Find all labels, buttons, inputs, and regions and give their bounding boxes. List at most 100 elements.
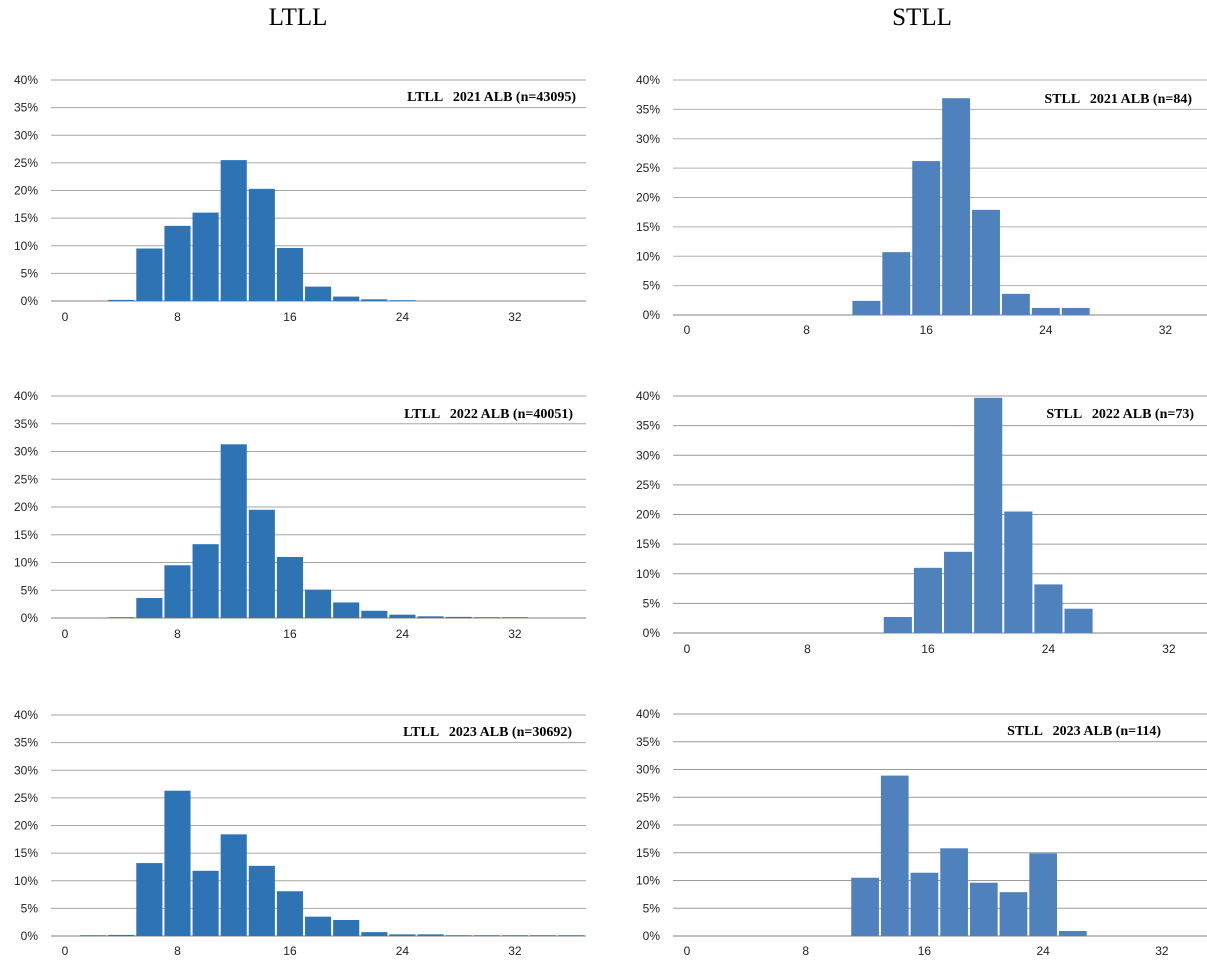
y-tick-label: 40%	[636, 389, 660, 403]
bar	[417, 934, 444, 936]
y-tick-label: 10%	[14, 556, 38, 570]
stll-2022-chart: 0% 5% 10% 15% 20% 25% 30% 35% 40% 0 8 16 24 32 STLL 20…	[636, 389, 1207, 656]
x-tick-label: 16	[283, 310, 297, 324]
bar	[1031, 307, 1060, 315]
x-tick-label: 8	[174, 310, 181, 324]
x-tick-label: 8	[802, 944, 809, 958]
y-tick-label: 30%	[14, 445, 38, 459]
x-tick-label: 16	[283, 944, 297, 958]
x-tick-label: 16	[921, 642, 935, 656]
bar	[164, 565, 191, 618]
bar	[1059, 931, 1087, 936]
x-tick-label: 24	[396, 627, 410, 641]
y-tick-label: 20%	[636, 191, 660, 205]
chart-title: LTLL 2022 ALB (n=40051)	[404, 407, 573, 422]
y-tick-label: 0%	[21, 611, 39, 625]
y-tick-label: 40%	[636, 73, 660, 87]
ltll-2023-chart: 0% 5% 10% 15% 20% 25% 30% 35% 40% 0 8 16 24 32 LTLL 20…	[14, 708, 586, 958]
x-tick-label: 0	[684, 944, 691, 958]
stll-2023-chart: 0% 5% 10% 15% 20% 25% 30% 35% 40% 0 8 16 24 32 STLL 20…	[636, 707, 1207, 958]
bar	[164, 790, 191, 936]
y-tick-label: 15%	[636, 846, 660, 860]
chart-title: STLL 2021 ALB (n=84)	[1044, 92, 1192, 107]
bar	[333, 602, 360, 618]
bar	[883, 617, 912, 633]
chart-title: STLL 2023 ALB (n=114)	[1007, 724, 1161, 739]
x-tick-label: 32	[508, 627, 522, 641]
x-tick-label: 24	[1042, 642, 1056, 656]
y-tick-label: 30%	[14, 128, 38, 142]
bar	[882, 252, 911, 315]
bar	[108, 617, 135, 618]
y-tick-label: 35%	[636, 419, 660, 433]
y-tick-label: 5%	[643, 279, 661, 293]
bar	[417, 616, 444, 618]
bar	[248, 509, 275, 618]
y-tick-label: 15%	[14, 846, 38, 860]
bar	[1001, 293, 1030, 315]
x-tick-label: 0	[684, 323, 691, 337]
y-tick-label: 35%	[636, 102, 660, 116]
bar	[108, 299, 135, 301]
y-tick-label: 20%	[636, 508, 660, 522]
bar	[164, 225, 191, 301]
bar	[473, 935, 500, 936]
x-tick-label: 32	[1162, 642, 1176, 656]
y-tick-label: 25%	[14, 472, 38, 486]
y-tick-label: 15%	[636, 220, 660, 234]
y-tick-label: 0%	[21, 929, 39, 943]
x-tick-label: 24	[1036, 944, 1050, 958]
bar	[305, 589, 332, 618]
ltll-2021-chart: 0% 5% 10% 15% 20% 25% 30% 35% 40% 0 8 16 24 32 LTLL 20…	[14, 73, 586, 324]
bar	[558, 935, 585, 936]
bar	[912, 161, 941, 315]
x-tick-label: 16	[283, 627, 297, 641]
bar	[333, 296, 360, 301]
x-tick-label: 8	[174, 627, 181, 641]
bar	[1061, 307, 1090, 315]
bar	[501, 935, 528, 936]
y-tick-label: 35%	[14, 417, 38, 431]
y-tick-label: 30%	[636, 448, 660, 462]
y-tick-label: 40%	[14, 73, 38, 87]
y-tick-label: 30%	[14, 763, 38, 777]
right-column-header: STLL	[892, 4, 952, 31]
chart-title: LTLL 2021 ALB (n=43095)	[407, 90, 576, 105]
x-tick-label: 32	[1155, 944, 1169, 958]
x-tick-label: 32	[1159, 323, 1173, 337]
y-tick-label: 40%	[14, 708, 38, 722]
bar	[220, 444, 247, 618]
x-tick-label: 8	[804, 642, 811, 656]
bar	[136, 598, 163, 618]
bar	[305, 286, 332, 301]
y-tick-label: 0%	[21, 294, 39, 308]
bar	[136, 248, 163, 301]
bar	[974, 397, 1003, 633]
y-tick-label: 40%	[14, 389, 38, 403]
x-tick-label: 0	[684, 642, 691, 656]
bar	[276, 891, 304, 936]
y-tick-label: 10%	[636, 249, 660, 263]
y-tick-label: 25%	[636, 161, 660, 175]
bar	[333, 919, 360, 936]
y-tick-label: 20%	[636, 818, 660, 832]
y-tick-label: 25%	[636, 478, 660, 492]
bar	[248, 865, 275, 936]
bar	[913, 567, 943, 633]
bar	[1064, 608, 1093, 633]
x-tick-label: 24	[396, 310, 410, 324]
y-tick-label: 35%	[14, 101, 38, 115]
y-tick-label: 10%	[636, 567, 660, 581]
y-tick-label: 20%	[14, 500, 38, 514]
bar	[389, 934, 416, 936]
bar	[192, 212, 219, 301]
bar	[1004, 511, 1033, 633]
bar	[942, 98, 971, 316]
y-tick-label: 0%	[643, 308, 661, 322]
x-tick-label: 24	[396, 944, 410, 958]
bar	[501, 617, 528, 618]
stll-2021-chart: 0% 5% 10% 15% 20% 25% 30% 35% 40% 0 8 16 24 32 STLL 20…	[636, 73, 1207, 337]
bar	[940, 848, 968, 936]
x-tick-label: 32	[508, 944, 522, 958]
bar	[969, 882, 998, 936]
